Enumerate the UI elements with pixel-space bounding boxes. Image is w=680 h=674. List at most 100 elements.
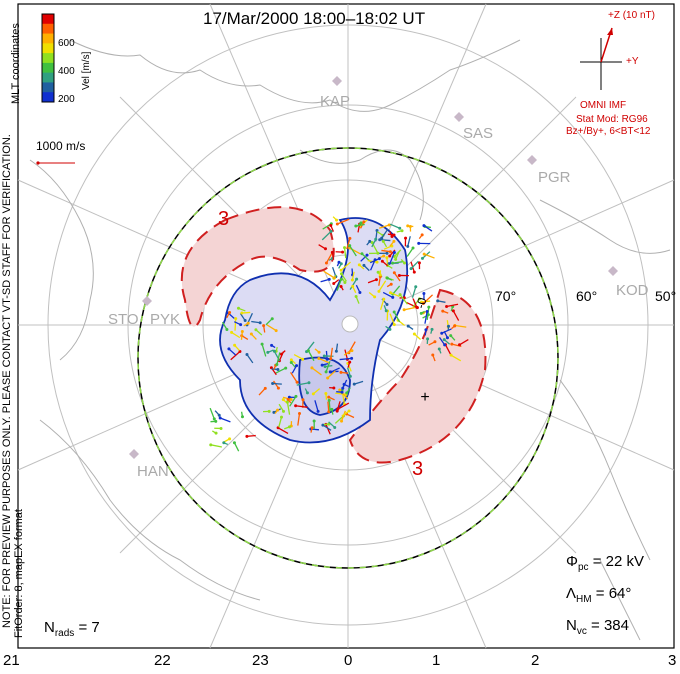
velocity-vector bbox=[272, 382, 282, 385]
fit-order-note: FitOrder: 8, mapEX format bbox=[13, 509, 25, 638]
imf-source: OMNI IMF bbox=[580, 100, 627, 111]
vector-origin bbox=[276, 408, 280, 412]
vector-origin bbox=[287, 395, 291, 399]
vector-origin bbox=[222, 441, 226, 445]
vector-origin bbox=[417, 261, 421, 265]
vector-origin bbox=[263, 386, 267, 390]
vector-origin bbox=[343, 246, 347, 250]
dawn-cell bbox=[348, 288, 487, 464]
colorbar-segment bbox=[42, 23, 54, 35]
velocity-vector bbox=[423, 225, 433, 232]
colorbar-segment bbox=[42, 72, 54, 83]
velocity-vector bbox=[369, 259, 376, 271]
vector-origin bbox=[406, 244, 410, 248]
vector-origin bbox=[426, 337, 430, 341]
vector-origin bbox=[279, 352, 283, 356]
vector-origin bbox=[418, 297, 422, 301]
vector-origin bbox=[276, 367, 280, 371]
vector-origin bbox=[352, 382, 356, 386]
vector-origin bbox=[272, 410, 276, 414]
vector-origin bbox=[330, 250, 334, 254]
vector-origin bbox=[391, 295, 395, 299]
velocity-vector bbox=[411, 286, 417, 298]
vector-origin bbox=[339, 268, 343, 272]
vector-origin bbox=[406, 324, 410, 328]
velocity-vector bbox=[392, 285, 401, 295]
coastlines bbox=[29, 39, 671, 641]
vector-origin bbox=[212, 417, 216, 421]
vector-origin bbox=[389, 282, 393, 286]
velocity-vector bbox=[295, 405, 308, 408]
vector-origin bbox=[230, 330, 234, 334]
vector-origin bbox=[409, 267, 413, 271]
velocity-vector bbox=[454, 324, 467, 328]
velocity-vector bbox=[307, 350, 315, 362]
vector-origin bbox=[348, 360, 352, 364]
vector-origin bbox=[271, 381, 275, 385]
velocity-vector bbox=[325, 424, 331, 435]
central-cell bbox=[219, 217, 409, 444]
vector-origin bbox=[327, 395, 331, 399]
vector-origin bbox=[449, 353, 453, 357]
contour-label-dusk: 3 bbox=[218, 208, 230, 230]
velocity-vector bbox=[210, 444, 222, 448]
vector-origin bbox=[445, 336, 449, 340]
velocity-vector bbox=[378, 276, 381, 286]
vector-origin bbox=[350, 349, 354, 353]
vector-origin bbox=[324, 261, 328, 265]
velocity-vector bbox=[337, 402, 350, 410]
stat-lambda-value: = 64° bbox=[591, 585, 632, 602]
vector-origin bbox=[298, 412, 302, 416]
velocity-vector bbox=[261, 343, 267, 357]
vector-origin bbox=[240, 329, 244, 333]
mlt-tick-3: 3 bbox=[668, 652, 677, 669]
vector-origin bbox=[310, 366, 314, 370]
velocity-vector bbox=[219, 417, 231, 423]
vector-origin bbox=[219, 426, 223, 430]
stat-nrads: Nrads = 7 bbox=[44, 619, 100, 639]
vector-origin bbox=[339, 272, 343, 276]
velocity-vector bbox=[423, 253, 435, 259]
vector-origin bbox=[301, 357, 305, 361]
vector-origin bbox=[392, 271, 396, 275]
svg-text:+: + bbox=[420, 389, 429, 406]
velocity-vector bbox=[444, 344, 451, 355]
vector-origin bbox=[354, 224, 358, 228]
vector-origin bbox=[332, 386, 336, 390]
vector-origin bbox=[392, 239, 396, 243]
vector-origin bbox=[239, 323, 243, 327]
vector-origin bbox=[279, 415, 283, 419]
velocity-vector bbox=[340, 410, 346, 422]
velocity-vector bbox=[393, 249, 402, 257]
vector-origin bbox=[392, 233, 396, 237]
vector-origin bbox=[217, 413, 221, 417]
colorbar-segment bbox=[42, 53, 54, 64]
vector-origin bbox=[377, 257, 381, 261]
vector-origin bbox=[240, 311, 244, 315]
mlt-tick-21: 21 bbox=[3, 652, 20, 669]
velocity-vector bbox=[231, 331, 241, 339]
velocity-vector bbox=[346, 367, 351, 377]
vector-origin bbox=[343, 281, 347, 285]
mlt-tick-2: 2 bbox=[531, 652, 540, 669]
velocity-vector bbox=[289, 396, 297, 407]
velocity-vector bbox=[325, 252, 333, 264]
vector-origin bbox=[228, 437, 232, 441]
stat-phi-value: = 22 kV bbox=[588, 553, 644, 570]
vector-origin bbox=[284, 366, 288, 370]
vector-origin bbox=[392, 323, 396, 327]
vector-origin bbox=[276, 386, 280, 390]
vector-origin bbox=[351, 284, 355, 288]
stat-lambda-symbol: Λ bbox=[566, 585, 577, 602]
vector-origin bbox=[375, 229, 379, 233]
vector-origin bbox=[373, 295, 377, 299]
vector-origin bbox=[338, 388, 342, 392]
vector-origin bbox=[286, 398, 290, 402]
vector-origin bbox=[322, 354, 326, 358]
velocity-vector bbox=[209, 407, 215, 420]
velocity-vector bbox=[459, 339, 469, 346]
map-title: 17/Mar/2000 18:00–18:02 UT bbox=[203, 9, 426, 28]
stat-nvc-value: = 384 bbox=[586, 617, 629, 634]
vector-origin bbox=[392, 250, 396, 254]
vector-origin bbox=[339, 262, 343, 266]
